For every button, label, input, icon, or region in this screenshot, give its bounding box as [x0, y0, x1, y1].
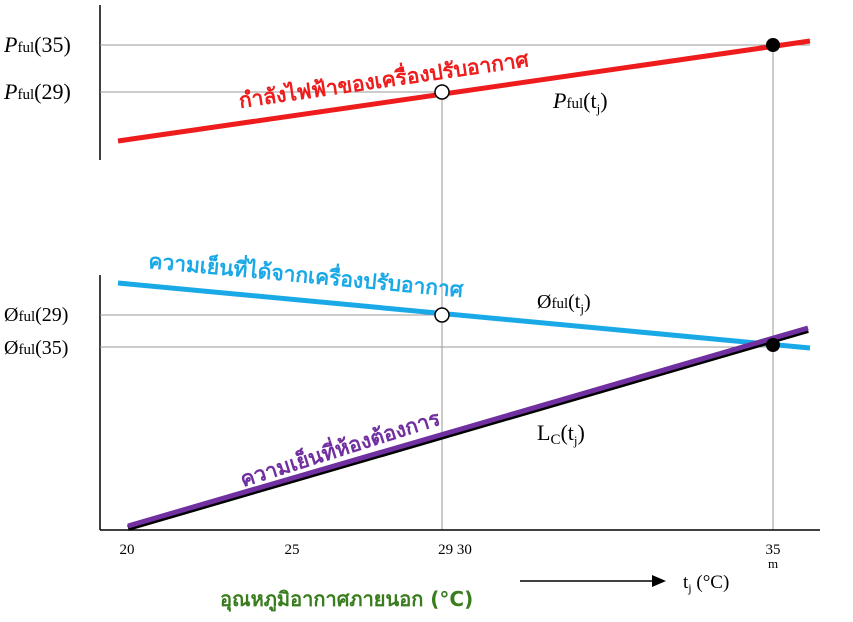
subscript: ful [17, 40, 34, 56]
symbol: Ø [537, 291, 551, 313]
symbol: Ø [4, 304, 18, 326]
x-axis-label: อุณหภูมิอากาศภายนอก (°C) [220, 587, 473, 613]
unit: (°C) [692, 572, 730, 593]
argument: ) [584, 291, 591, 313]
argument: (35) [35, 337, 68, 359]
curve-label: Pful(tj) [552, 88, 608, 116]
symbol: P [3, 32, 17, 57]
load-line [127, 325, 809, 529]
x-tick-label: m [768, 556, 778, 571]
subscript: ful [566, 96, 583, 112]
argument: (35) [34, 32, 71, 57]
line-label: ความเย็นที่ได้จากเครื่องปรับอากาศ [148, 245, 466, 302]
y-label: Øful(29) [4, 304, 68, 326]
capacity-line [117, 280, 811, 351]
arrow-label: tj (°C) [683, 572, 729, 595]
argument: (t [583, 88, 596, 113]
argument: ) [578, 420, 585, 445]
x-tick-label: 20 [120, 542, 135, 558]
curve-label: LC(tj) [537, 420, 585, 448]
subscript: ful [17, 87, 34, 103]
argument: (t [568, 291, 581, 313]
x-tick-label: 25 [285, 542, 300, 558]
x-tick-label: 29 30 [438, 542, 472, 558]
y-label: Øful(35) [4, 337, 68, 359]
point-open [434, 307, 450, 323]
subscript: ful [551, 296, 568, 312]
symbol: P [3, 79, 17, 104]
point-open [434, 84, 450, 100]
symbol: Ø [4, 337, 18, 359]
subscript: ful [18, 342, 35, 358]
y-label: Pful(29) [3, 79, 71, 104]
subscript: C [550, 432, 560, 448]
argument: (29) [34, 79, 71, 104]
curve-label: Øful(tj) [537, 291, 591, 316]
x-tick-label: 35 [766, 542, 781, 558]
symbol: t [683, 572, 689, 593]
subscript: j [573, 433, 578, 448]
argument: (29) [35, 304, 68, 326]
subscript: ful [18, 309, 35, 325]
arrow-head [652, 575, 666, 587]
power-line [117, 38, 811, 144]
subscript: j [579, 301, 584, 316]
argument: (t [560, 420, 573, 445]
symbol: L [537, 420, 550, 445]
subscript: j [596, 101, 601, 116]
subscript: j [687, 581, 691, 595]
point-filled [766, 338, 780, 352]
y-label: Pful(35) [3, 32, 71, 57]
argument: ) [600, 88, 607, 113]
point-filled [766, 38, 780, 52]
symbol: P [552, 88, 566, 113]
